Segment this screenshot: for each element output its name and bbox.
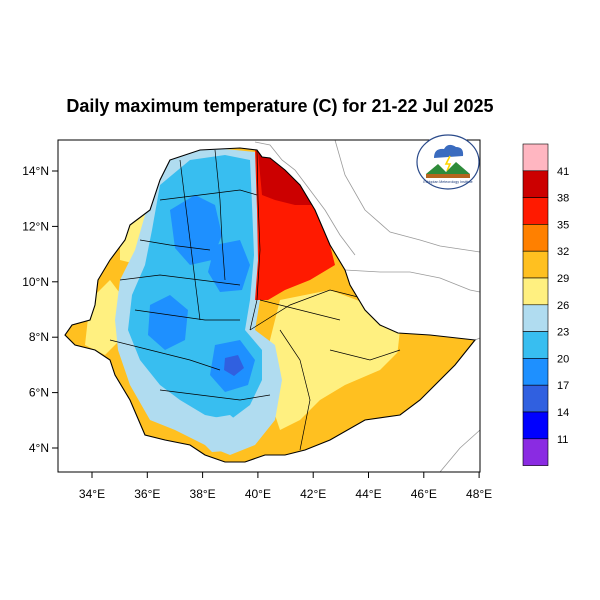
logo-cloud-icon [434, 144, 464, 158]
field-yellow-southeast [265, 290, 405, 430]
country-outline [64, 147, 477, 463]
boundary-somali-west [279, 329, 311, 451]
colorbar-swatch [522, 304, 549, 332]
admin-boundaries [109, 149, 401, 451]
lon-tick-label: 40°E [245, 487, 271, 501]
logo-lightning-icon [444, 155, 452, 172]
boundary-west-central [119, 274, 241, 286]
colorbar-label: 29 [557, 273, 569, 285]
lon-tick-label: 44°E [355, 487, 381, 501]
boundary-southwest [109, 339, 221, 371]
field-orange-east [395, 330, 475, 410]
field-blue-core-central [208, 240, 250, 292]
colorbar-swatch [522, 277, 549, 306]
colorbar-swatch [522, 331, 549, 359]
lat-tick-label: 14°N [22, 164, 49, 178]
lat-tick-label: 10°N [22, 275, 49, 289]
boundary-inner-3 [139, 239, 211, 251]
field-lightblue-south-spot [198, 415, 248, 452]
colorbar-label: 14 [557, 407, 569, 419]
boundary-inner-5 [329, 349, 401, 361]
lat-tick-label: 12°N [22, 219, 49, 233]
colorbar-swatch [522, 224, 549, 252]
map-title: Daily maximum temperature (C) for 21-22 … [66, 96, 494, 116]
field-darkred-afar-north [258, 152, 312, 205]
field-blue-core-west [148, 295, 188, 350]
neighbor-coastlines [254, 140, 480, 472]
colorbar-swatch [522, 411, 549, 440]
logo-mountain-icon [426, 162, 470, 174]
colorbar-swatch [522, 250, 549, 279]
colorbar-label: 32 [557, 246, 569, 258]
colorbar-swatch [522, 438, 549, 466]
lat-tick-label: 4°N [29, 441, 49, 455]
eritrea-coastline [254, 141, 356, 256]
logo-text: Ethiopian Meteorology Institute [423, 180, 472, 184]
lon-tick-label: 48°E [466, 487, 492, 501]
colorbar-label: 26 [557, 300, 569, 312]
field-darkblue-spot [224, 355, 244, 376]
gulf-of-aden-somalia-coast [344, 269, 480, 293]
map-frame [57, 139, 481, 473]
colorbar-label: 38 [557, 193, 569, 205]
boundary-inner-4 [134, 309, 240, 321]
colorbar-swatch [522, 384, 549, 413]
logo-ground [426, 174, 470, 178]
colorbar-swatch [522, 143, 549, 172]
colorbar-swatch [522, 358, 549, 386]
lat-tick-label: 6°N [29, 386, 49, 400]
colorbar-swatch [522, 197, 549, 225]
colorbar-label: 23 [557, 327, 569, 339]
colorbar-swatch [522, 170, 549, 198]
institute-logo: Ethiopian Meteorology Institute [416, 134, 480, 190]
boundary-inner-2 [214, 149, 226, 281]
boundary-oromia-south [159, 389, 271, 401]
boundary-somali-north [249, 289, 371, 331]
colorbar-label: 17 [557, 380, 569, 392]
kenya-somalia-border [439, 429, 480, 472]
boundary-afar-west [249, 149, 261, 331]
boundary-inner-6 [259, 299, 341, 321]
lon-axis: 34°E 36°E 38°E 40°E 42°E 44°E 46°E 48°E [79, 472, 492, 501]
boundary-inner-1 [179, 159, 201, 321]
field-blue-core-north [170, 195, 222, 265]
colorbar-label: 20 [557, 353, 569, 365]
colorbar-label: 35 [557, 219, 569, 231]
lon-tick-label: 42°E [300, 487, 326, 501]
lon-tick-label: 46°E [411, 487, 437, 501]
colorbar-label: 11 [557, 434, 568, 446]
lon-tick-label: 34°E [79, 487, 105, 501]
lon-tick-label: 36°E [134, 487, 160, 501]
boundary-amhara-tigray [159, 189, 258, 201]
lat-axis: 14°N 12°N 10°N 8°N 6°N 4°N [22, 164, 58, 455]
temperature-field [65, 148, 475, 462]
lon-tick-label: 38°E [190, 487, 216, 501]
lat-tick-label: 8°N [29, 330, 49, 344]
red-sea-arabia-coast [334, 140, 480, 253]
colorbar: 41 38 35 32 29 26 23 20 17 14 11 [522, 143, 569, 466]
colorbar-label: 41 [557, 166, 569, 178]
